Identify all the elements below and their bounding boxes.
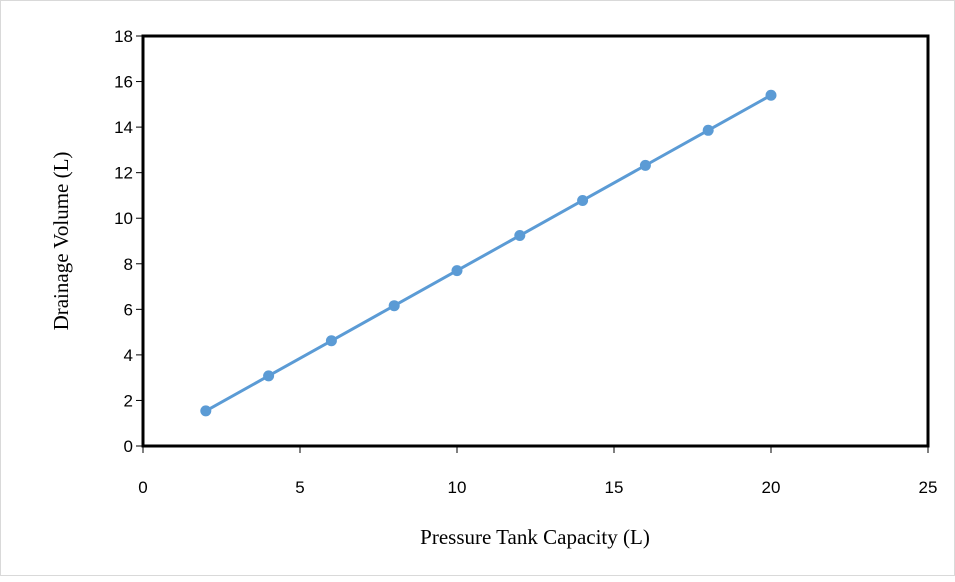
x-tick-label: 5 bbox=[295, 478, 304, 497]
data-point bbox=[765, 89, 777, 101]
data-point bbox=[702, 124, 714, 136]
data-point bbox=[200, 405, 212, 417]
y-tick-label: 18 bbox=[114, 27, 133, 46]
x-axis-title: Pressure Tank Capacity (L) bbox=[420, 525, 650, 549]
y-tick-label: 12 bbox=[114, 164, 133, 183]
x-axis: 0 5 10 15 20 25 bbox=[138, 446, 937, 497]
data-point bbox=[639, 159, 651, 171]
data-point bbox=[263, 370, 275, 382]
x-tick-label: 25 bbox=[919, 478, 938, 497]
data-point bbox=[325, 335, 337, 347]
y-tick-label: 14 bbox=[114, 118, 133, 137]
y-tick-label: 16 bbox=[114, 73, 133, 92]
data-point bbox=[514, 230, 526, 242]
x-tick-label: 20 bbox=[762, 478, 781, 497]
y-tick-label: 4 bbox=[124, 346, 133, 365]
data-point bbox=[451, 265, 463, 277]
y-tick-label: 6 bbox=[124, 300, 133, 319]
y-tick-label: 10 bbox=[114, 209, 133, 228]
data-point bbox=[388, 300, 400, 312]
series-layer bbox=[200, 89, 777, 417]
x-tick-label: 10 bbox=[448, 478, 467, 497]
x-tick-label: 0 bbox=[138, 478, 147, 497]
plot-area-border bbox=[141, 34, 930, 448]
series-line bbox=[205, 93, 772, 413]
y-axis: 0 2 4 6 8 10 12 14 16 18 bbox=[114, 27, 143, 456]
y-tick-label: 2 bbox=[124, 391, 133, 410]
x-tick-label: 15 bbox=[605, 478, 624, 497]
y-axis-title: Drainage Volume (L) bbox=[49, 152, 73, 331]
data-point bbox=[577, 194, 589, 206]
y-tick-label: 0 bbox=[124, 437, 133, 456]
y-tick-label: 8 bbox=[124, 255, 133, 274]
